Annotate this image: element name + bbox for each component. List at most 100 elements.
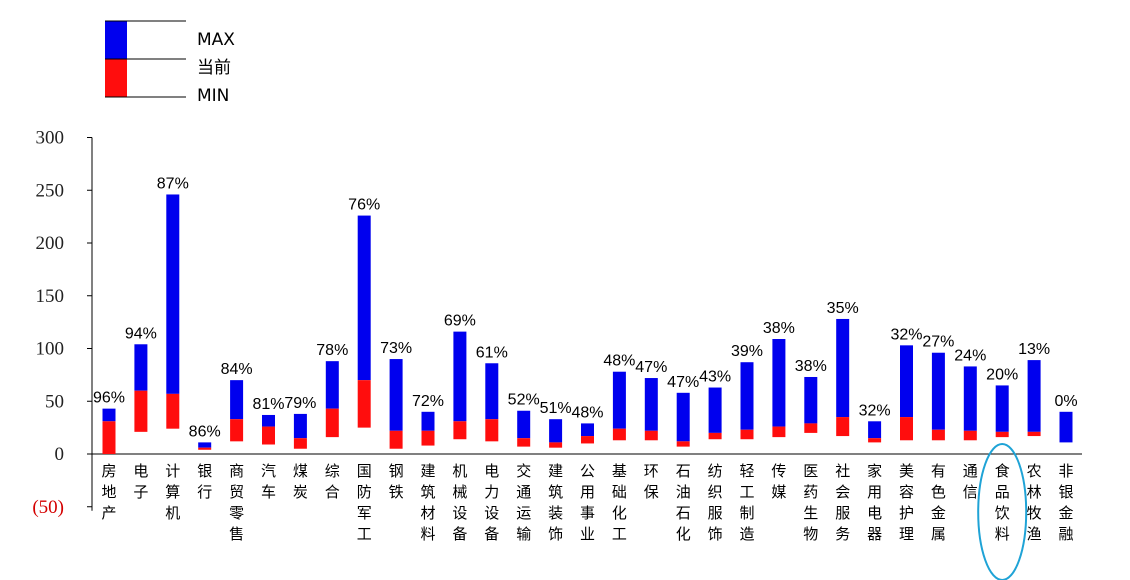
category-label-char: 地	[101, 483, 116, 501]
bar-max-segment	[931, 352, 945, 430]
bar-max-segment	[293, 413, 307, 439]
bar-current-segment	[453, 421, 467, 440]
category-label-char: 饮	[995, 504, 1010, 522]
category-label-char: 合	[325, 483, 340, 501]
bar-max-segment	[772, 339, 786, 427]
bar-max-segment	[421, 411, 435, 431]
category-label-char: 力	[484, 483, 499, 501]
percent-label: 24%	[954, 347, 986, 364]
bar-current-segment	[1027, 431, 1041, 437]
percent-label: 86%	[189, 423, 221, 440]
category-label-char: 美	[899, 462, 914, 480]
percent-label: 51%	[540, 400, 572, 417]
category-label-char: 建	[548, 462, 563, 480]
category-label-char: 综	[325, 462, 340, 480]
legend-max-swatch	[105, 21, 127, 61]
percent-label: 47%	[667, 374, 699, 391]
category-label-char: 输	[516, 525, 531, 543]
bar-current-segment	[198, 447, 212, 450]
category-label-char: 媒	[771, 483, 786, 501]
category-label-char: 有	[931, 462, 946, 480]
category-label-char: 纺	[708, 462, 723, 480]
bar-current-segment	[581, 436, 594, 444]
category-labels: 房地产电子计算机银行商贸零售汽车煤炭综合国防军工钢铁建筑材料机械设备电力设备交通…	[101, 443, 1074, 580]
category-label-char: 会	[835, 483, 850, 501]
percent-label: 84%	[221, 361, 253, 378]
category-label-char: 售	[229, 525, 244, 543]
category-label-char: 融	[1058, 525, 1073, 543]
category-label-char: 国	[357, 462, 372, 480]
bar-max-segment	[1059, 411, 1073, 443]
bar-current-segment	[517, 438, 531, 447]
category-label-char: 护	[899, 504, 914, 522]
y-tick-label: 250	[36, 180, 65, 201]
y-tick-label: 100	[36, 339, 65, 360]
category-label-char: 工	[612, 525, 627, 543]
percent-label: 72%	[412, 393, 444, 410]
category-label-char: 信	[963, 483, 978, 501]
category-label-char: 通	[963, 462, 978, 480]
bar-max-segment	[1027, 360, 1041, 432]
percent-label: 81%	[252, 396, 284, 413]
bar-current-segment	[868, 438, 882, 443]
bar-max-segment	[549, 419, 563, 443]
category-label-char: 备	[452, 525, 467, 543]
category-label-char: 物	[803, 525, 818, 543]
category-label-char: 理	[899, 525, 914, 543]
bar-max-segment	[740, 362, 754, 430]
category-label-char: 银	[1058, 483, 1073, 501]
category-label-char: 汽	[261, 462, 276, 480]
category-label-char: 料	[420, 525, 435, 543]
percent-label: 47%	[635, 359, 667, 376]
category-label-char: 金	[931, 504, 946, 522]
bar-max-segment	[485, 363, 499, 420]
category-label-char: 造	[739, 525, 754, 543]
bar-current-segment	[357, 380, 371, 428]
category-label-char: 商	[229, 462, 244, 480]
percent-label: 79%	[284, 395, 316, 412]
category-label-char: 计	[165, 462, 180, 480]
category-label-char: 家	[867, 462, 882, 480]
bar-current-segment	[166, 393, 180, 429]
category-label-char: 石	[676, 462, 691, 480]
category-label-char: 零	[229, 504, 244, 522]
category-label-char: 工	[739, 483, 754, 501]
bar-current-segment	[740, 429, 754, 440]
bar-current-segment	[485, 419, 499, 442]
legend-label-1: 当前	[197, 58, 231, 78]
category-label-char: 属	[931, 525, 946, 543]
percent-label: 20%	[986, 366, 1018, 383]
bar-current-segment	[708, 432, 722, 440]
bar-current-segment	[676, 441, 690, 447]
bar-max-segment	[868, 421, 882, 439]
category-label-char: 子	[133, 483, 148, 501]
percent-label: 73%	[380, 340, 412, 357]
percent-label: 48%	[603, 353, 635, 370]
category-label-char: 牧	[1027, 504, 1042, 522]
category-label-char: 药	[803, 483, 818, 501]
bar-max-segment	[836, 318, 850, 418]
category-label-char: 料	[995, 525, 1010, 543]
category-label-char: 金	[1058, 504, 1073, 522]
category-label-char: 渔	[1027, 525, 1042, 543]
y-tick-label: 50	[45, 391, 64, 412]
percent-label: 69%	[444, 313, 476, 330]
category-label-char: 公	[580, 462, 595, 480]
category-label-char: 算	[165, 483, 180, 501]
category-label-char: 军	[357, 504, 372, 522]
category-label-char: 铁	[389, 483, 404, 501]
category-label-char: 行	[197, 483, 212, 501]
bar-max-segment	[389, 359, 403, 431]
bar-max-segment	[995, 385, 1009, 432]
category-label-char: 用	[867, 483, 882, 501]
category-label-char: 传	[771, 462, 786, 480]
category-label-char: 产	[101, 504, 116, 522]
category-label-char: 业	[580, 525, 595, 543]
bar-current-segment	[102, 421, 116, 454]
bar-current-segment	[230, 419, 244, 442]
percent-label: 32%	[890, 326, 922, 343]
y-tick-label: 300	[36, 128, 65, 149]
highlight-circle	[977, 443, 1028, 580]
